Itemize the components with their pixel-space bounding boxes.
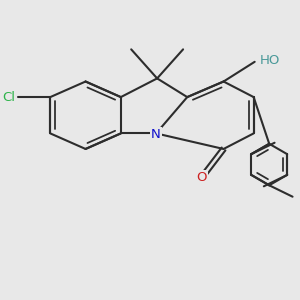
Text: HO: HO	[260, 54, 280, 67]
Text: Cl: Cl	[2, 91, 16, 103]
Text: N: N	[151, 128, 161, 141]
Text: O: O	[196, 171, 207, 184]
